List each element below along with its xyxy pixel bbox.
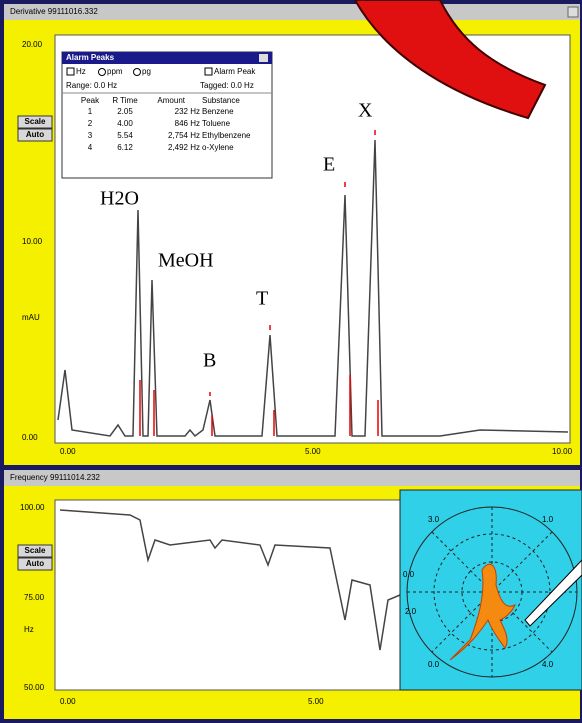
amount: 2,754 Hz [168, 131, 200, 140]
peak-label: B [203, 350, 216, 372]
option[interactable]: ppm [107, 67, 123, 76]
y-label: 0.00 [22, 433, 38, 442]
y-label: 75.00 [24, 593, 45, 602]
x-label: 5.00 [308, 697, 324, 706]
x-label: 10.00 [552, 447, 573, 456]
plot-area [55, 500, 400, 690]
x-label: 0.00 [60, 447, 76, 456]
range: Range: 0.0 Hz [66, 81, 117, 90]
radio[interactable] [67, 68, 74, 75]
table-header: Peak [81, 96, 100, 105]
amount: 232 Hz [175, 107, 200, 116]
scale-button[interactable]: Scale [18, 545, 52, 557]
y-label: 10.00 [22, 237, 43, 246]
radio[interactable] [134, 69, 141, 76]
substance: Toluene [202, 119, 231, 128]
substance: Ethylbenzene [202, 131, 251, 140]
option[interactable]: Hz [76, 67, 86, 76]
retention-time: 5.54 [117, 131, 133, 140]
amount: 2,492 Hz [168, 143, 200, 152]
x-label: 0.00 [60, 697, 76, 706]
substance: Benzene [202, 107, 234, 116]
polar-label: 2.0 [405, 607, 417, 616]
polar-label: 3.0 [428, 515, 440, 524]
close-button[interactable] [568, 7, 578, 17]
y-label: Hz [24, 625, 34, 634]
checkbox[interactable] [205, 68, 212, 75]
table-header: Amount [157, 96, 185, 105]
peak-number: 4 [88, 143, 93, 152]
table-header: Substance [202, 96, 240, 105]
retention-time: 2.05 [117, 107, 133, 116]
screen: Derivative 99111016.332 Scale Auto 20.00… [0, 0, 582, 723]
window-title: Derivative 99111016.332 [10, 7, 98, 16]
x-label: 5.00 [305, 447, 321, 456]
radio[interactable] [99, 69, 106, 76]
substance: o-Xylene [202, 143, 234, 152]
peak-number: 2 [88, 119, 93, 128]
peak-label: X [358, 100, 373, 122]
window-title: Frequency 99111014.232 [10, 473, 101, 482]
y-label: 50.00 [24, 683, 45, 692]
y-label: mAU [22, 313, 40, 322]
close-button[interactable] [259, 54, 268, 62]
peak-number: 3 [88, 131, 93, 140]
tagged: Tagged: 0.0 Hz [200, 81, 254, 90]
amount: 846 Hz [175, 119, 200, 128]
scale-button[interactable]: Scale [18, 116, 52, 128]
y-label: 20.00 [22, 40, 43, 49]
peak-label: H2O [100, 188, 139, 210]
peak-label: T [256, 288, 268, 310]
button-label[interactable]: Scale [25, 546, 46, 555]
peak-label: E [323, 154, 335, 176]
auto-button[interactable]: Auto [18, 129, 52, 141]
button-label[interactable]: Auto [26, 559, 44, 568]
retention-time: 6.12 [117, 143, 133, 152]
polar-label: 4.0 [542, 660, 554, 669]
button-label[interactable]: Auto [26, 130, 44, 139]
polar-label: 0.0 [428, 660, 440, 669]
table-header: R Time [112, 96, 138, 105]
peak-number: 1 [88, 107, 93, 116]
option[interactable]: Alarm Peak [214, 67, 256, 76]
retention-time: 4.00 [117, 119, 133, 128]
button-label[interactable]: Scale [25, 117, 46, 126]
y-label: 100.00 [20, 503, 45, 512]
alarm-title: Alarm Peaks [66, 53, 115, 62]
option[interactable]: pg [142, 67, 151, 76]
polar-label: 1.0 [542, 515, 554, 524]
polar-label: 0.0 [403, 570, 415, 579]
peak-label: MeOH [158, 250, 214, 272]
auto-button[interactable]: Auto [18, 558, 52, 570]
